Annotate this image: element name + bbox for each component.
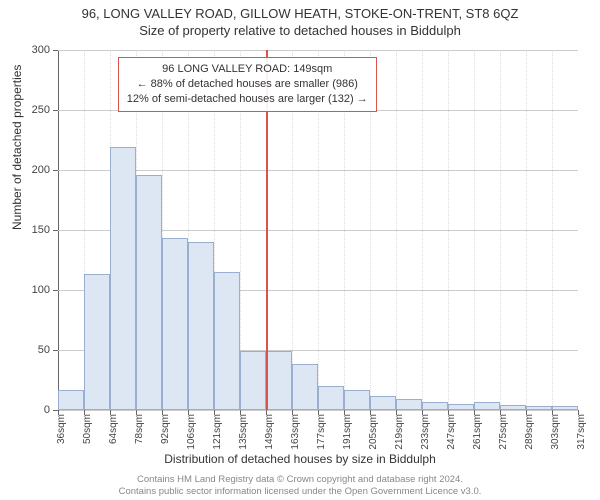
page-title-line1: 96, LONG VALLEY ROAD, GILLOW HEATH, STOK…	[0, 0, 600, 21]
x-tick-label: 247sqm	[446, 414, 457, 450]
y-tick-mark	[53, 170, 58, 171]
chart-container: 96, LONG VALLEY ROAD, GILLOW HEATH, STOK…	[0, 0, 600, 500]
grid-line-vertical	[552, 50, 553, 410]
histogram-bar	[84, 274, 110, 410]
y-tick-label: 250	[32, 104, 50, 116]
grid-line-vertical	[396, 50, 397, 410]
y-tick-label: 50	[38, 344, 50, 356]
histogram-bar	[266, 351, 292, 410]
grid-line-vertical	[448, 50, 449, 410]
page-title-line2: Size of property relative to detached ho…	[0, 21, 600, 38]
grid-line-vertical	[422, 50, 423, 410]
x-tick-label: 177sqm	[316, 414, 327, 450]
y-tick-mark	[53, 230, 58, 231]
grid-line-vertical	[526, 50, 527, 410]
callout-box: 96 LONG VALLEY ROAD: 149sqm← 88% of deta…	[118, 57, 377, 112]
x-tick-label: 78sqm	[134, 414, 145, 444]
x-tick-label: 121sqm	[212, 414, 223, 450]
histogram-bar	[474, 402, 500, 410]
x-tick-label: 149sqm	[264, 414, 275, 450]
x-tick-label: 275sqm	[498, 414, 509, 450]
x-tick-label: 317sqm	[576, 414, 587, 450]
x-tick-label: 92sqm	[160, 414, 171, 444]
x-tick-label: 289sqm	[524, 414, 535, 450]
histogram-bar	[110, 147, 136, 410]
grid-line-vertical	[500, 50, 501, 410]
y-tick-mark	[53, 350, 58, 351]
footer: Contains HM Land Registry data © Crown c…	[0, 474, 600, 498]
y-tick-mark	[53, 110, 58, 111]
histogram-bar	[370, 396, 396, 410]
y-tick-label: 300	[32, 44, 50, 56]
x-tick-label: 191sqm	[342, 414, 353, 450]
histogram-bar	[552, 406, 578, 410]
x-tick-label: 303sqm	[550, 414, 561, 450]
y-tick-mark	[53, 290, 58, 291]
y-tick-label: 0	[44, 404, 50, 416]
callout-line: 96 LONG VALLEY ROAD: 149sqm	[127, 62, 368, 77]
histogram-bar	[318, 386, 344, 410]
grid-line-vertical	[474, 50, 475, 410]
x-tick-label: 50sqm	[82, 414, 93, 444]
callout-line: ← 88% of detached houses are smaller (98…	[127, 77, 368, 92]
x-tick-label: 261sqm	[472, 414, 483, 450]
x-tick-label: 64sqm	[108, 414, 119, 444]
x-tick-label: 36sqm	[56, 414, 67, 444]
histogram-bar	[422, 402, 448, 410]
histogram-bar	[136, 175, 162, 410]
histogram-bar	[526, 406, 552, 410]
y-tick-mark	[53, 50, 58, 51]
x-tick-label: 219sqm	[394, 414, 405, 450]
plot-area: 05010015020025030036sqm50sqm64sqm78sqm92…	[58, 50, 578, 410]
histogram-bar	[188, 242, 214, 410]
y-tick-label: 150	[32, 224, 50, 236]
histogram-bar	[162, 238, 188, 410]
histogram-bar	[448, 404, 474, 410]
footer-line2: Contains public sector information licen…	[0, 486, 600, 498]
histogram-bar	[396, 399, 422, 410]
x-tick-label: 135sqm	[238, 414, 249, 450]
y-tick-label: 200	[32, 164, 50, 176]
x-axis-label: Distribution of detached houses by size …	[0, 452, 600, 466]
histogram-bar	[214, 272, 240, 410]
histogram-bar	[58, 390, 84, 410]
callout-line: 12% of semi-detached houses are larger (…	[127, 92, 368, 107]
histogram-bar	[344, 390, 370, 410]
x-tick-label: 106sqm	[186, 414, 197, 450]
x-tick-label: 163sqm	[290, 414, 301, 450]
y-axis-label: Number of detached properties	[10, 65, 24, 230]
footer-line1: Contains HM Land Registry data © Crown c…	[0, 474, 600, 486]
histogram-bar	[500, 405, 526, 410]
x-tick-label: 233sqm	[420, 414, 431, 450]
x-tick-label: 205sqm	[368, 414, 379, 450]
histogram-bar	[292, 364, 318, 410]
y-tick-label: 100	[32, 284, 50, 296]
histogram-bar	[240, 351, 266, 410]
